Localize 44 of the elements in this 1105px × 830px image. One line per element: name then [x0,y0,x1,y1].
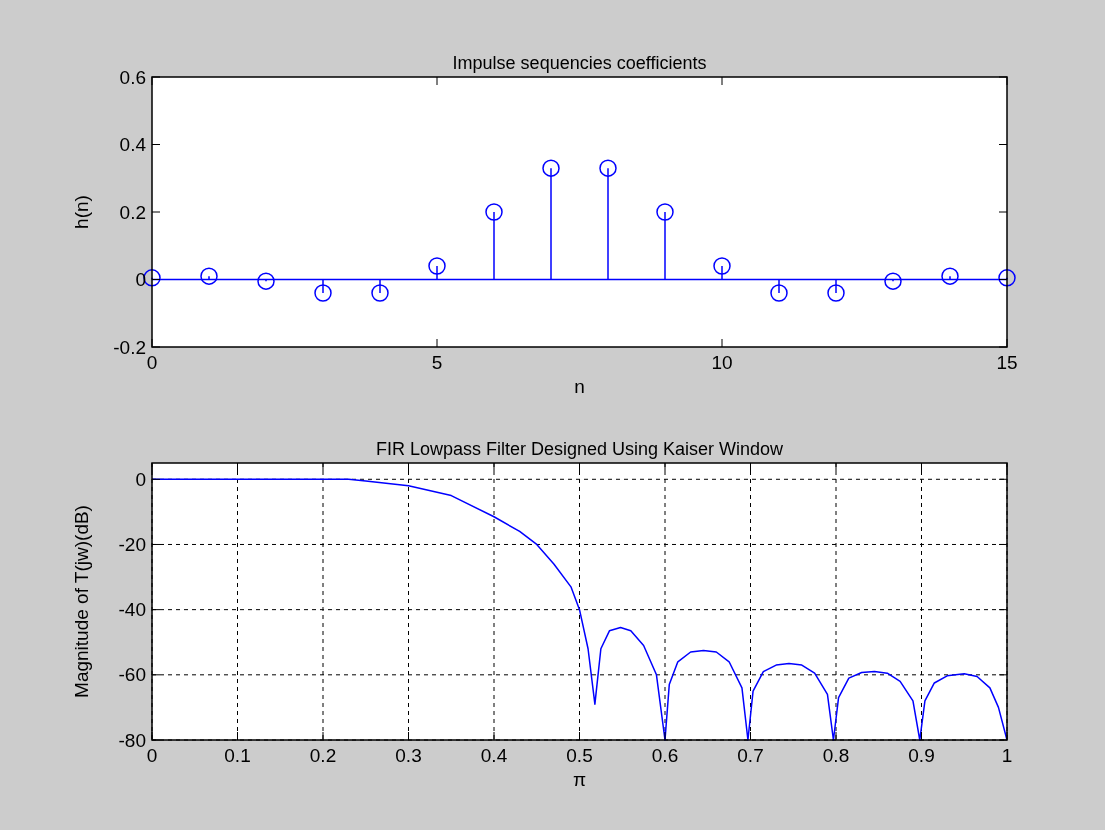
point [257,272,275,290]
x-tick-label: 0.3 [395,745,422,766]
y-tick-label: -60 [118,664,146,686]
x-tick-label: 0.7 [737,745,764,766]
point [599,159,617,177]
y-axis-title: h(n) [71,195,92,229]
y-tick-label: -40 [118,599,146,621]
y-tick-label: 0.6 [119,66,146,88]
x-axis-title: n [574,376,585,397]
point [542,159,560,177]
point [713,257,731,275]
y-tick-label: -0.2 [113,336,146,358]
point [884,272,902,290]
y-tick-label: -80 [118,729,146,751]
x-tick-label: 5 [431,352,443,373]
x-tick-label: 0.8 [822,745,850,766]
y-tick-label: 0.4 [119,134,147,156]
point [941,267,959,285]
point [998,269,1016,287]
y-tick-label: -20 [118,534,146,556]
x-tick-label: 1 [1001,745,1013,766]
x-tick-label: 0.4 [480,745,508,766]
point [371,284,389,302]
y-tick-label: 0.2 [119,201,146,223]
x-tick-label: 15 [996,352,1018,373]
y-axis-title: Magnitude of T(jw)(dB) [71,505,92,698]
point [200,267,218,285]
x-tick-label: 0.1 [224,745,251,766]
point [770,284,788,302]
x-axis-title: π [572,769,587,790]
y-tick-label: 0 [135,468,146,490]
chart-title: FIR Lowpass Filter Designed Using Kaiser Window [375,439,785,459]
chart-title: Impulse sequencies coefficients [452,53,707,73]
point [827,284,845,302]
y-tick-label: 0 [135,269,146,291]
point [314,284,332,302]
x-tick-label: 0.5 [566,745,593,766]
x-tick-label: 0.6 [651,745,679,766]
x-tick-label: 0.2 [309,745,337,766]
point [485,203,503,221]
point [656,203,674,221]
x-tick-label: 0.9 [908,745,935,766]
x-tick-label: 10 [711,352,733,373]
point [428,257,446,275]
